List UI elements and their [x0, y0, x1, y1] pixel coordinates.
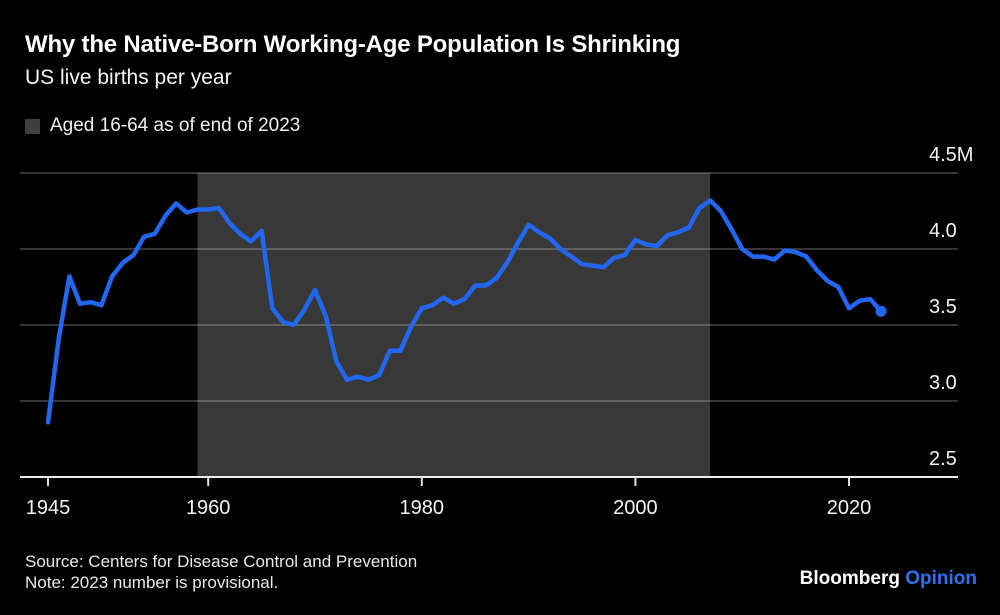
legend: Aged 16-64 as of end of 2023 [25, 115, 301, 136]
gridlines [20, 172, 958, 402]
x-axis-label: 1980 [399, 497, 445, 519]
latest-point-dot [875, 305, 887, 317]
births-line-series [45, 198, 884, 425]
bloomberg-opinion-logo: Bloomberg Opinion [800, 568, 977, 590]
x-axis-label: 1945 [25, 497, 71, 519]
chart-title: Why the Native-Born Working-Age Populati… [25, 31, 681, 58]
y-axis-label: 4.5M [929, 144, 974, 166]
brand-opinion: Opinion [905, 568, 977, 589]
y-axis-label: 2.5 [929, 448, 957, 470]
y-axis-label: 3.5 [929, 296, 957, 318]
chart-subtitle: US live births per year [25, 66, 232, 89]
source-note-block: Source: Centers for Disease Control and … [25, 551, 417, 593]
y-axis-label: 3.0 [929, 372, 957, 394]
x-axis-label: 1960 [185, 497, 231, 519]
legend-swatch-icon [25, 118, 40, 134]
note-line: Note: 2023 number is provisional. [25, 573, 279, 592]
y-axis-label: 4.0 [929, 220, 957, 242]
x-axis-tickmarks [47, 477, 850, 486]
x-axis-label: 2000 [613, 497, 658, 519]
brand-bloomberg: Bloomberg [799, 568, 900, 589]
source-line: Source: Centers for Disease Control and … [25, 552, 418, 571]
x-axis-label: 2020 [826, 497, 872, 519]
shaded-region-aged-16-64 [197, 173, 711, 477]
legend-label: Aged 16-64 as of end of 2023 [50, 115, 301, 136]
